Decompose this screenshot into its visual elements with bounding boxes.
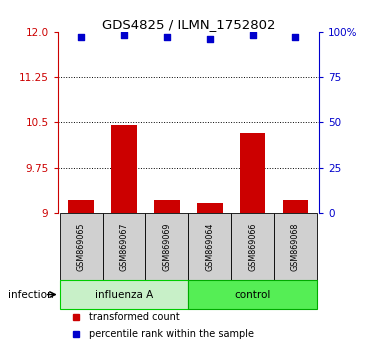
Text: GSM869064: GSM869064 <box>205 222 214 271</box>
Text: transformed count: transformed count <box>89 312 180 321</box>
Point <box>78 34 84 40</box>
Bar <box>283 200 308 213</box>
Text: GSM869069: GSM869069 <box>162 222 171 271</box>
Bar <box>145 213 188 280</box>
Text: infection: infection <box>8 290 54 299</box>
Text: percentile rank within the sample: percentile rank within the sample <box>89 329 254 339</box>
Text: GSM869065: GSM869065 <box>76 222 86 271</box>
Point <box>164 34 170 40</box>
Bar <box>231 213 274 280</box>
Bar <box>60 213 102 280</box>
Text: GSM869066: GSM869066 <box>248 222 257 271</box>
Bar <box>111 125 137 213</box>
Title: GDS4825 / ILMN_1752802: GDS4825 / ILMN_1752802 <box>102 18 275 31</box>
Text: influenza A: influenza A <box>95 290 153 299</box>
Bar <box>188 213 231 280</box>
Text: control: control <box>234 290 271 299</box>
Bar <box>197 203 223 213</box>
Point <box>207 36 213 42</box>
Bar <box>60 280 188 309</box>
Text: GSM869068: GSM869068 <box>291 222 300 271</box>
Bar <box>154 200 180 213</box>
Point <box>250 33 256 38</box>
Bar <box>102 213 145 280</box>
Bar <box>240 133 266 213</box>
Text: GSM869067: GSM869067 <box>119 222 128 271</box>
Point <box>292 34 298 40</box>
Bar <box>274 213 317 280</box>
Point <box>121 33 127 38</box>
Bar <box>188 280 317 309</box>
Bar <box>68 200 94 213</box>
